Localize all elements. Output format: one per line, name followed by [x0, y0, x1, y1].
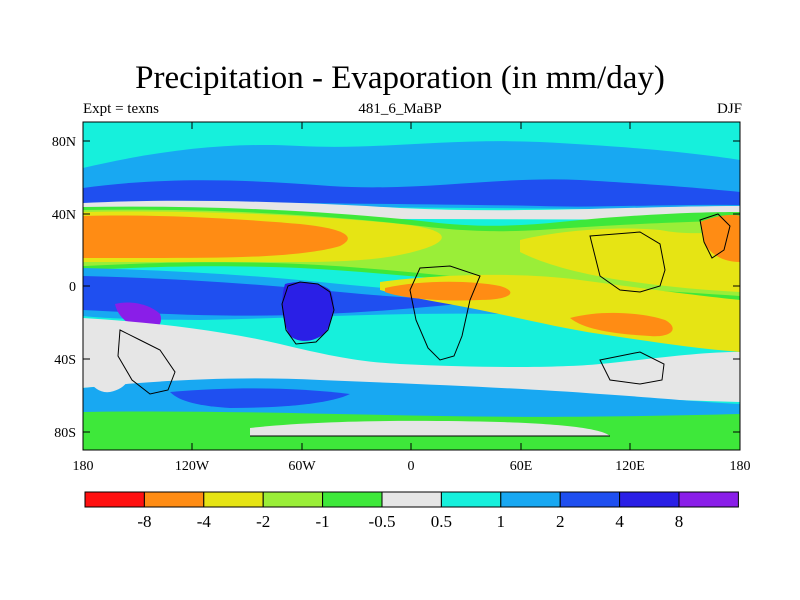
colorbar-swatch — [381, 491, 442, 508]
colorbar-swatch — [203, 491, 264, 508]
colorbar-label: 0.5 — [431, 512, 452, 531]
coastline-north-america — [699, 213, 731, 259]
contour-north-dark-blue — [83, 179, 740, 207]
contour-sw-white — [83, 330, 130, 393]
colorbar-swatch — [440, 491, 502, 508]
colorbar-label: -8 — [137, 512, 151, 531]
colorbar-label: -2 — [256, 512, 270, 531]
lat-tick-label: 0 — [69, 280, 76, 295]
lon-tick-label: 60W — [288, 459, 316, 474]
lon-tick-label: 120W — [175, 459, 210, 474]
colorbar-label: 1 — [497, 512, 506, 531]
colorbar-swatch — [262, 491, 324, 508]
colorbar-label: -0.5 — [369, 512, 396, 531]
contour-itcz-deep-blue — [282, 282, 334, 341]
period-label: 481_6_MaBP — [358, 101, 442, 117]
contour-sh-orange — [385, 281, 511, 301]
map-title: Precipitation - Evaporation (in mm/day) — [135, 60, 665, 96]
coastline-africa — [409, 265, 481, 361]
lon-tick-label: 180 — [730, 459, 751, 474]
lat-tick-label: 40N — [52, 208, 76, 223]
experiment-label: Expt = texns — [83, 101, 159, 117]
coastlines — [117, 213, 731, 437]
season-label: DJF — [716, 101, 742, 117]
colorbar-label: -4 — [197, 512, 212, 531]
contour-antarctic-white — [250, 420, 610, 436]
colorbar-label: 4 — [615, 512, 624, 531]
colorbar-swatch — [322, 491, 383, 508]
lat-tick-label: 80S — [54, 426, 76, 441]
colorbar-swatch — [678, 491, 739, 508]
lon-tick-label: 0 — [408, 459, 415, 474]
lon-tick-label: 120E — [615, 459, 645, 474]
colorbar-swatch — [500, 491, 561, 508]
contour-field — [83, 122, 740, 450]
colorbar-swatch — [84, 491, 145, 508]
colorbar-label: -1 — [316, 512, 330, 531]
contour-ne-yellow — [520, 228, 740, 292]
colorbar-label: 8 — [675, 512, 684, 531]
contour-subtropic-orange — [83, 215, 348, 258]
lat-tick-label: 40S — [54, 353, 76, 368]
coastline-asia — [589, 231, 666, 293]
colorbar-swatch — [143, 491, 205, 508]
colorbar-swatch — [619, 491, 680, 508]
lon-axis: 180 120W 60W 0 60E 120E 180 — [73, 122, 751, 474]
colorbar-swatch — [559, 491, 621, 508]
lon-tick-label: 60E — [510, 459, 533, 474]
colorbar-label: 2 — [556, 512, 565, 531]
coastline-sw-landmass — [117, 329, 176, 395]
coastline-south-america — [281, 281, 335, 345]
lat-axis: 80N 40N 0 40S 80S — [52, 135, 740, 441]
lon-tick-label: 180 — [73, 459, 94, 474]
lat-tick-label: 80N — [52, 135, 76, 150]
contour-south-dark-blue — [170, 388, 350, 408]
colorbar: -8 -4 -2 -1 -0.5 0.5 1 2 4 8 — [84, 491, 739, 531]
coastline-australia — [599, 351, 665, 385]
contour-sh-orange-east — [570, 312, 673, 337]
